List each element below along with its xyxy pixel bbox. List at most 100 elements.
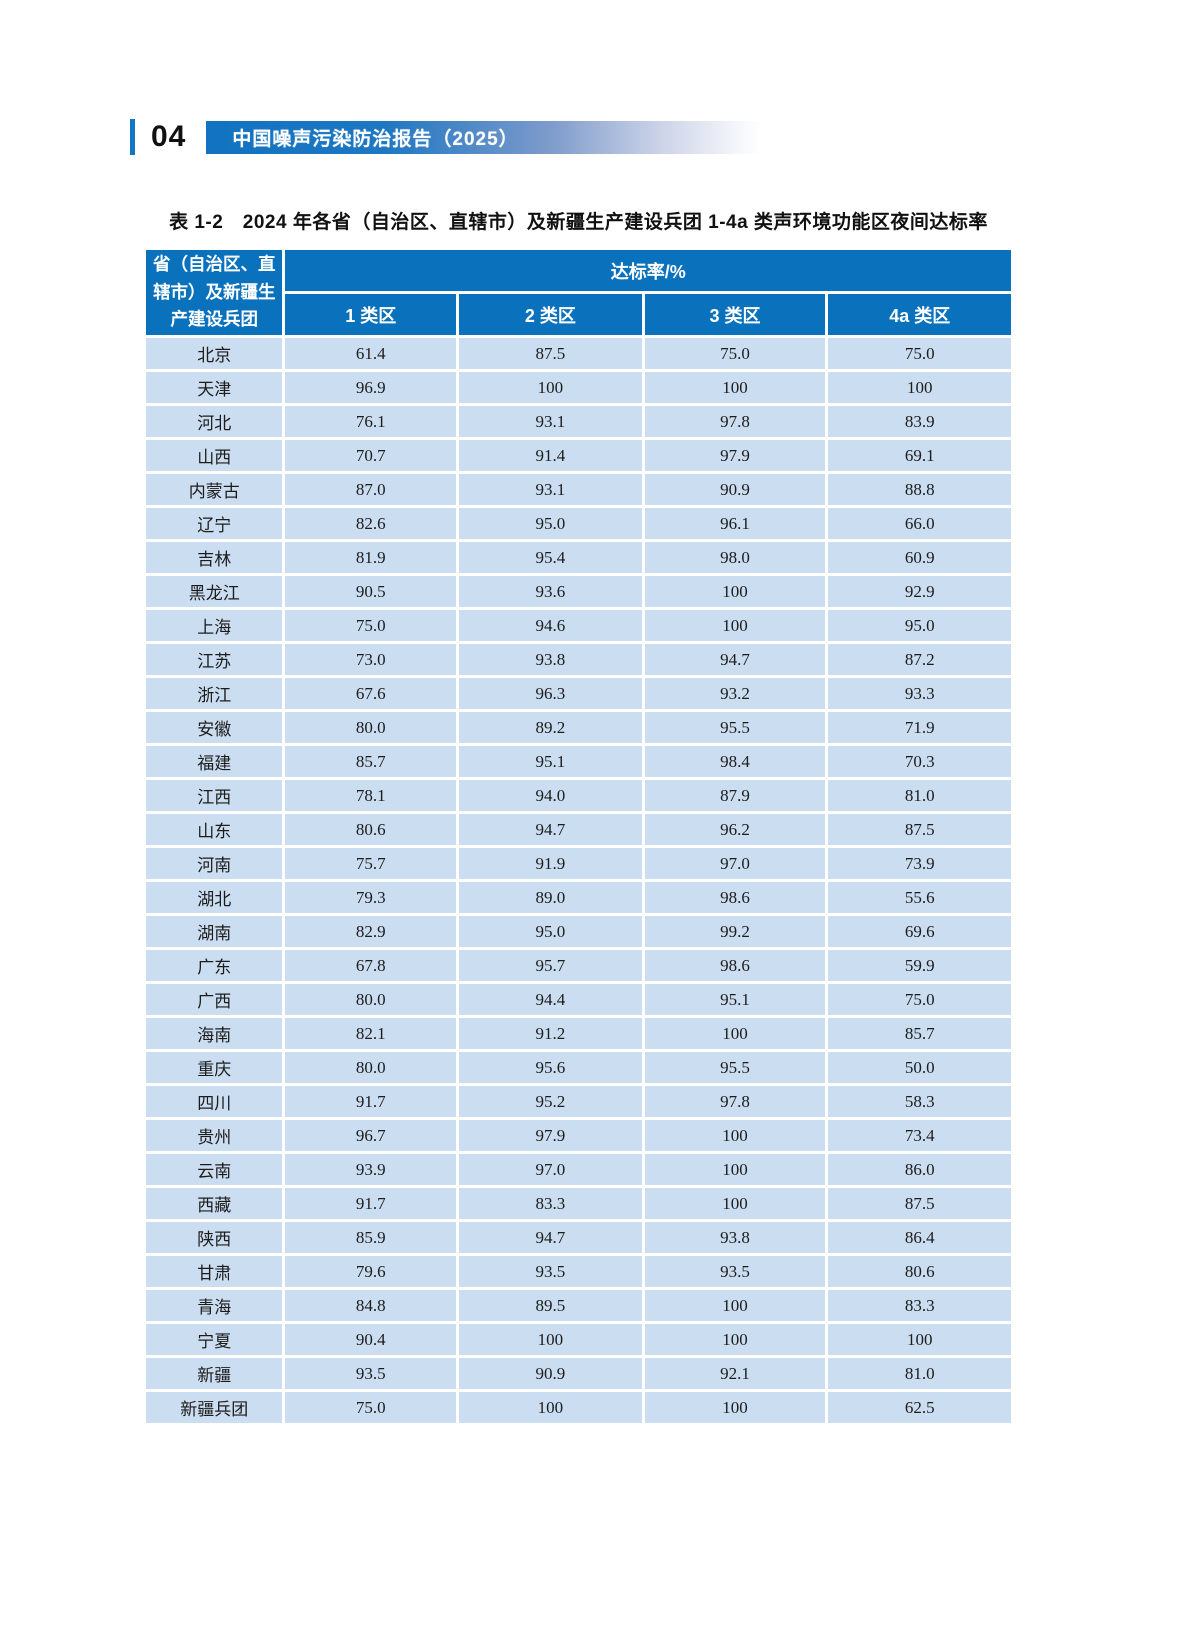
value-cell: 81.0 xyxy=(828,780,1011,811)
value-cell: 95.5 xyxy=(644,712,826,743)
region-cell: 甘肃 xyxy=(146,1256,283,1287)
table-row: 广西 80.0 94.4 95.1 75.0 xyxy=(146,984,1011,1015)
value-cell: 100 xyxy=(828,372,1011,403)
table-row: 陕西 85.9 94.7 93.8 86.4 xyxy=(146,1222,1011,1253)
value-cell: 82.9 xyxy=(285,916,457,947)
value-cell: 82.1 xyxy=(285,1018,457,1049)
value-cell: 89.0 xyxy=(459,882,642,913)
value-cell: 94.7 xyxy=(644,644,826,675)
value-cell: 97.0 xyxy=(644,848,826,879)
value-cell: 85.7 xyxy=(828,1018,1011,1049)
value-cell: 100 xyxy=(828,1324,1011,1355)
table-row: 贵州 96.7 97.9 100 73.4 xyxy=(146,1120,1011,1151)
table-row: 湖北 79.3 89.0 98.6 55.6 xyxy=(146,882,1011,913)
table-row: 天津 96.9 100 100 100 xyxy=(146,372,1011,403)
value-cell: 97.8 xyxy=(644,1086,826,1117)
value-cell: 73.9 xyxy=(828,848,1011,879)
value-cell: 81.0 xyxy=(828,1358,1011,1389)
value-cell: 98.0 xyxy=(644,542,826,573)
value-cell: 98.6 xyxy=(644,950,826,981)
table-row: 四川 91.7 95.2 97.8 58.3 xyxy=(146,1086,1011,1117)
value-cell: 75.0 xyxy=(285,610,457,641)
value-cell: 97.0 xyxy=(459,1154,642,1185)
table-row: 新疆兵团 75.0 100 100 62.5 xyxy=(146,1392,1011,1423)
value-cell: 85.9 xyxy=(285,1222,457,1253)
data-table: 省（自治区、直 辖市）及新疆生 产建设兵团 达标率/% 1 类区 2 类区 3 … xyxy=(143,247,1014,1426)
banner-title: 中国噪声污染防治报告（2025） xyxy=(232,128,519,150)
region-cell: 西藏 xyxy=(146,1188,283,1219)
value-cell: 80.6 xyxy=(285,814,457,845)
value-cell: 95.6 xyxy=(459,1052,642,1083)
table-row: 甘肃 79.6 93.5 93.5 80.6 xyxy=(146,1256,1011,1287)
value-cell: 87.2 xyxy=(828,644,1011,675)
value-cell: 100 xyxy=(644,1290,826,1321)
region-cell: 江西 xyxy=(146,780,283,811)
value-cell: 94.0 xyxy=(459,780,642,811)
value-cell: 91.2 xyxy=(459,1018,642,1049)
value-cell: 70.7 xyxy=(285,440,457,471)
value-cell: 100 xyxy=(644,372,826,403)
region-header-line: 辖市）及新疆生 xyxy=(152,281,276,302)
table-row: 吉林 81.9 95.4 98.0 60.9 xyxy=(146,542,1011,573)
value-cell: 61.4 xyxy=(285,338,457,369)
value-cell: 100 xyxy=(644,1324,826,1355)
value-cell: 79.3 xyxy=(285,882,457,913)
value-cell: 75.0 xyxy=(828,984,1011,1015)
value-cell: 93.9 xyxy=(285,1154,457,1185)
region-cell: 云南 xyxy=(146,1154,283,1185)
value-cell: 99.2 xyxy=(644,916,826,947)
value-cell: 95.0 xyxy=(459,916,642,947)
value-cell: 73.4 xyxy=(828,1120,1011,1151)
region-cell: 上海 xyxy=(146,610,283,641)
region-column-header: 省（自治区、直 辖市）及新疆生 产建设兵团 xyxy=(146,250,283,335)
value-cell: 93.6 xyxy=(459,576,642,607)
value-cell: 58.3 xyxy=(828,1086,1011,1117)
region-cell: 宁夏 xyxy=(146,1324,283,1355)
value-cell: 95.0 xyxy=(828,610,1011,641)
value-cell: 66.0 xyxy=(828,508,1011,539)
value-cell: 90.5 xyxy=(285,576,457,607)
region-cell: 福建 xyxy=(146,746,283,777)
report-banner: 中国噪声污染防治报告（2025） xyxy=(206,120,763,154)
value-cell: 69.6 xyxy=(828,916,1011,947)
table-row: 湖南 82.9 95.0 99.2 69.6 xyxy=(146,916,1011,947)
value-cell: 95.7 xyxy=(459,950,642,981)
region-header-line: 省（自治区、直 xyxy=(152,254,276,275)
value-cell: 100 xyxy=(644,610,826,641)
region-cell: 安徽 xyxy=(146,712,283,743)
region-cell: 河南 xyxy=(146,848,283,879)
table-row: 海南 82.1 91.2 100 85.7 xyxy=(146,1018,1011,1049)
value-cell: 100 xyxy=(644,1188,826,1219)
value-cell: 89.2 xyxy=(459,712,642,743)
table-header: 省（自治区、直 辖市）及新疆生 产建设兵团 达标率/% 1 类区 2 类区 3 … xyxy=(146,250,1011,335)
value-cell: 86.4 xyxy=(828,1222,1011,1253)
value-cell: 94.7 xyxy=(459,814,642,845)
table-row: 江西 78.1 94.0 87.9 81.0 xyxy=(146,780,1011,811)
region-cell: 贵州 xyxy=(146,1120,283,1151)
value-cell: 96.3 xyxy=(459,678,642,709)
value-cell: 67.6 xyxy=(285,678,457,709)
region-cell: 山东 xyxy=(146,814,283,845)
region-cell: 辽宁 xyxy=(146,508,283,539)
value-cell: 94.6 xyxy=(459,610,642,641)
zone4a-column-header: 4a 类区 xyxy=(828,294,1011,335)
value-cell: 96.7 xyxy=(285,1120,457,1151)
region-cell: 北京 xyxy=(146,338,283,369)
region-cell: 新疆 xyxy=(146,1358,283,1389)
value-cell: 91.7 xyxy=(285,1188,457,1219)
value-cell: 91.9 xyxy=(459,848,642,879)
table-row: 宁夏 90.4 100 100 100 xyxy=(146,1324,1011,1355)
value-cell: 95.2 xyxy=(459,1086,642,1117)
page-number: 04 xyxy=(151,120,187,153)
region-cell: 新疆兵团 xyxy=(146,1392,283,1423)
value-cell: 95.1 xyxy=(644,984,826,1015)
value-cell: 93.5 xyxy=(285,1358,457,1389)
value-cell: 59.9 xyxy=(828,950,1011,981)
value-cell: 95.4 xyxy=(459,542,642,573)
value-cell: 50.0 xyxy=(828,1052,1011,1083)
table-row: 云南 93.9 97.0 100 86.0 xyxy=(146,1154,1011,1185)
value-cell: 100 xyxy=(644,1120,826,1151)
region-cell: 黑龙江 xyxy=(146,576,283,607)
value-cell: 60.9 xyxy=(828,542,1011,573)
value-cell: 93.8 xyxy=(459,644,642,675)
